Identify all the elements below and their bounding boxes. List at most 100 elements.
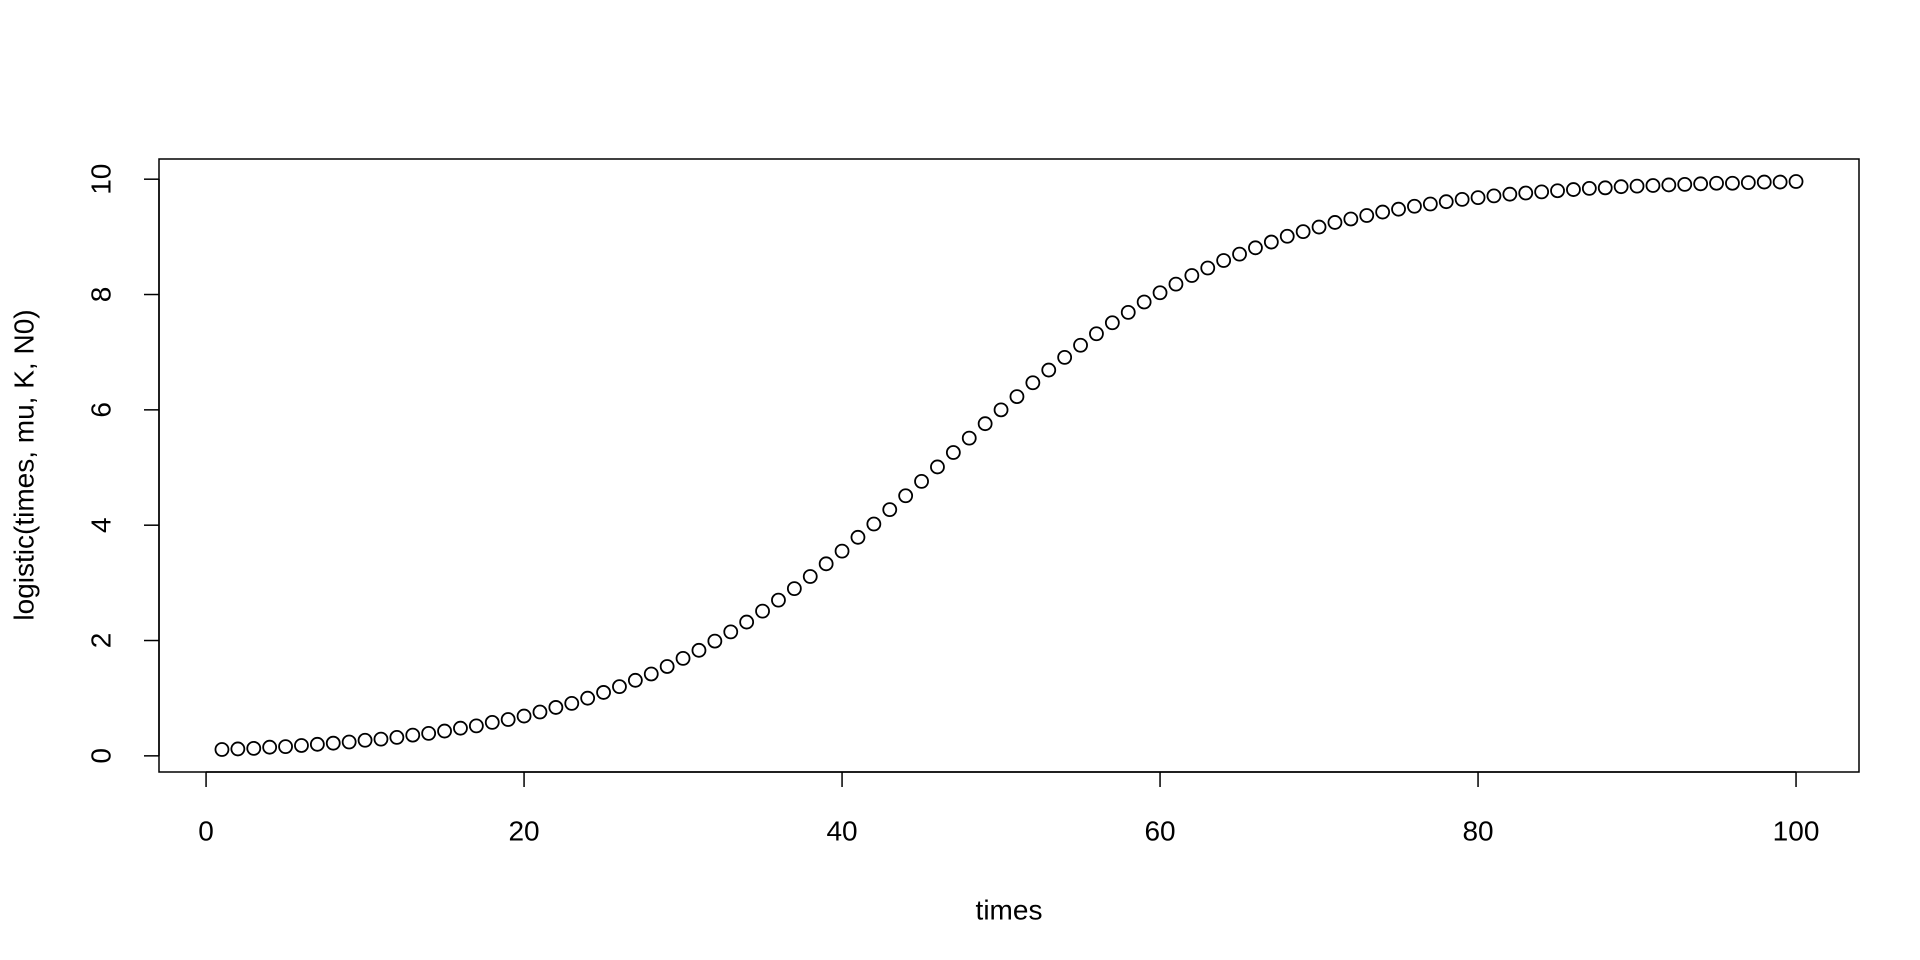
point <box>1581 181 1597 196</box>
point <box>1740 175 1756 191</box>
point <box>246 740 262 756</box>
point <box>802 569 818 584</box>
x-tick-label: 0 <box>198 815 214 846</box>
point <box>993 402 1009 418</box>
point <box>564 695 580 711</box>
point <box>786 581 802 597</box>
x-tick-label: 100 <box>1773 815 1820 846</box>
point <box>818 556 834 572</box>
point <box>532 704 548 720</box>
y-tick-label: 10 <box>85 164 116 195</box>
point <box>1168 276 1184 292</box>
point <box>1772 174 1788 190</box>
point <box>1566 182 1581 197</box>
point <box>230 741 246 757</box>
point <box>1438 194 1454 210</box>
point <box>405 727 421 743</box>
point <box>468 718 484 734</box>
x-tick-label: 80 <box>1462 815 1493 846</box>
y-tick-label: 8 <box>85 287 116 303</box>
point <box>1279 228 1295 244</box>
point <box>214 742 230 757</box>
point <box>882 502 898 518</box>
point <box>309 736 325 752</box>
point <box>1693 176 1709 192</box>
point <box>723 624 739 640</box>
point <box>1709 175 1724 191</box>
point <box>1534 184 1550 200</box>
point <box>1470 190 1486 206</box>
point <box>1677 176 1693 192</box>
point <box>1391 201 1406 217</box>
point <box>1025 375 1041 391</box>
point <box>1152 285 1168 301</box>
point <box>850 529 866 545</box>
y-tick-label: 6 <box>85 402 116 418</box>
point <box>643 666 659 682</box>
point <box>484 715 500 730</box>
point <box>1407 198 1422 214</box>
point <box>1184 268 1200 283</box>
point <box>516 708 532 724</box>
point <box>866 516 882 532</box>
point <box>437 723 452 739</box>
point <box>580 690 596 706</box>
x-tick-label: 60 <box>1144 815 1175 846</box>
point <box>1597 180 1613 196</box>
point <box>1725 175 1740 191</box>
point <box>389 729 405 745</box>
point <box>739 614 755 630</box>
point <box>1645 178 1661 193</box>
point <box>1248 240 1263 256</box>
x-axis-title: times <box>976 894 1043 925</box>
point <box>1327 215 1343 230</box>
x-tick-label: 20 <box>508 815 539 846</box>
point <box>1104 315 1120 331</box>
point <box>914 473 929 489</box>
y-tick-label: 4 <box>85 517 116 533</box>
point <box>421 725 437 741</box>
point <box>1073 337 1088 353</box>
point <box>612 679 627 695</box>
point <box>1756 174 1772 190</box>
point <box>1009 389 1025 404</box>
point <box>1232 246 1247 262</box>
point <box>1550 183 1565 199</box>
point <box>1263 234 1279 250</box>
point <box>691 642 707 658</box>
point <box>1295 224 1311 240</box>
y-tick-label: 0 <box>85 748 116 764</box>
point <box>659 659 675 674</box>
point <box>453 720 468 736</box>
point <box>278 739 293 755</box>
point <box>548 700 564 715</box>
point <box>1629 178 1645 194</box>
point <box>357 732 373 748</box>
point <box>1200 260 1216 276</box>
y-tick-label: 2 <box>85 633 116 649</box>
point <box>1375 204 1391 220</box>
point <box>1041 362 1057 378</box>
point <box>961 430 977 446</box>
point <box>1311 219 1327 235</box>
point <box>596 685 611 700</box>
point <box>294 738 309 753</box>
point <box>945 445 961 460</box>
y-axis-title: logistic(times, mu, K, N0) <box>8 309 39 620</box>
point <box>1613 179 1629 195</box>
point <box>771 592 786 608</box>
point <box>1057 349 1073 365</box>
point <box>898 488 914 504</box>
point <box>1216 253 1232 268</box>
point <box>1359 208 1375 223</box>
point <box>675 650 691 666</box>
point <box>1422 196 1438 212</box>
point <box>930 459 945 475</box>
point <box>1089 326 1104 342</box>
point <box>707 633 723 649</box>
point <box>1136 294 1152 310</box>
point <box>500 712 516 727</box>
point <box>1120 304 1136 320</box>
point <box>627 672 643 688</box>
